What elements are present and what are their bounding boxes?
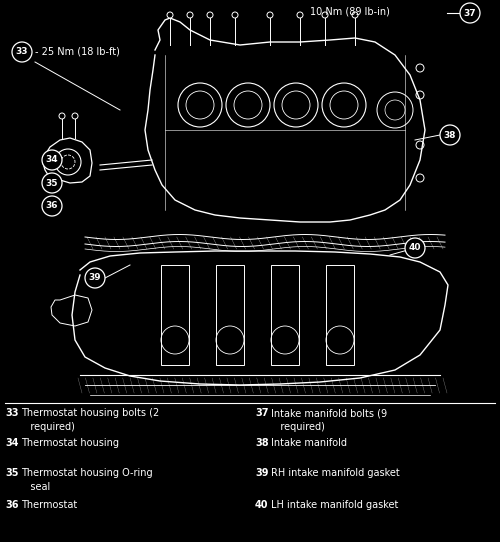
Circle shape xyxy=(232,12,238,18)
Circle shape xyxy=(42,196,62,216)
Circle shape xyxy=(85,268,105,288)
Circle shape xyxy=(352,12,358,18)
Text: RH intake manifold gasket: RH intake manifold gasket xyxy=(271,468,400,478)
Text: seal: seal xyxy=(21,482,50,492)
Text: 39: 39 xyxy=(88,274,102,282)
Text: 36: 36 xyxy=(5,500,18,510)
Circle shape xyxy=(187,12,193,18)
Text: Thermostat housing: Thermostat housing xyxy=(21,438,119,448)
Text: 36: 36 xyxy=(46,202,58,210)
Text: 37: 37 xyxy=(464,9,476,17)
Circle shape xyxy=(267,12,273,18)
Circle shape xyxy=(297,12,303,18)
Circle shape xyxy=(59,113,65,119)
Text: 39: 39 xyxy=(255,468,268,478)
Text: 35: 35 xyxy=(5,468,18,478)
Text: required): required) xyxy=(271,422,325,432)
Circle shape xyxy=(12,42,32,62)
Text: Intake manifold: Intake manifold xyxy=(271,438,347,448)
Text: 34: 34 xyxy=(5,438,18,448)
Circle shape xyxy=(42,150,62,170)
Circle shape xyxy=(72,113,78,119)
Text: Thermostat: Thermostat xyxy=(21,500,77,510)
Circle shape xyxy=(460,3,480,23)
Text: 37: 37 xyxy=(255,408,268,418)
Circle shape xyxy=(405,238,425,258)
Text: 34: 34 xyxy=(46,156,59,165)
Circle shape xyxy=(167,12,173,18)
Text: 35: 35 xyxy=(46,178,58,188)
Text: 40: 40 xyxy=(255,500,268,510)
Text: 38: 38 xyxy=(444,131,456,139)
Text: 33: 33 xyxy=(16,48,28,56)
Polygon shape xyxy=(43,138,92,183)
Text: 40: 40 xyxy=(409,243,421,253)
Text: Thermostat housing bolts (2: Thermostat housing bolts (2 xyxy=(21,408,159,418)
Text: 38: 38 xyxy=(255,438,268,448)
Text: Intake manifold bolts (9: Intake manifold bolts (9 xyxy=(271,408,387,418)
Text: LH intake manifold gasket: LH intake manifold gasket xyxy=(271,500,398,510)
Text: required): required) xyxy=(21,422,75,432)
Circle shape xyxy=(440,125,460,145)
Circle shape xyxy=(322,12,328,18)
Text: 33: 33 xyxy=(5,408,18,418)
Text: - 25 Nm (18 lb-ft): - 25 Nm (18 lb-ft) xyxy=(35,47,120,57)
Circle shape xyxy=(207,12,213,18)
Text: 10 Nm (89 lb-in): 10 Nm (89 lb-in) xyxy=(310,6,390,16)
Text: Thermostat housing O-ring: Thermostat housing O-ring xyxy=(21,468,152,478)
Circle shape xyxy=(42,173,62,193)
